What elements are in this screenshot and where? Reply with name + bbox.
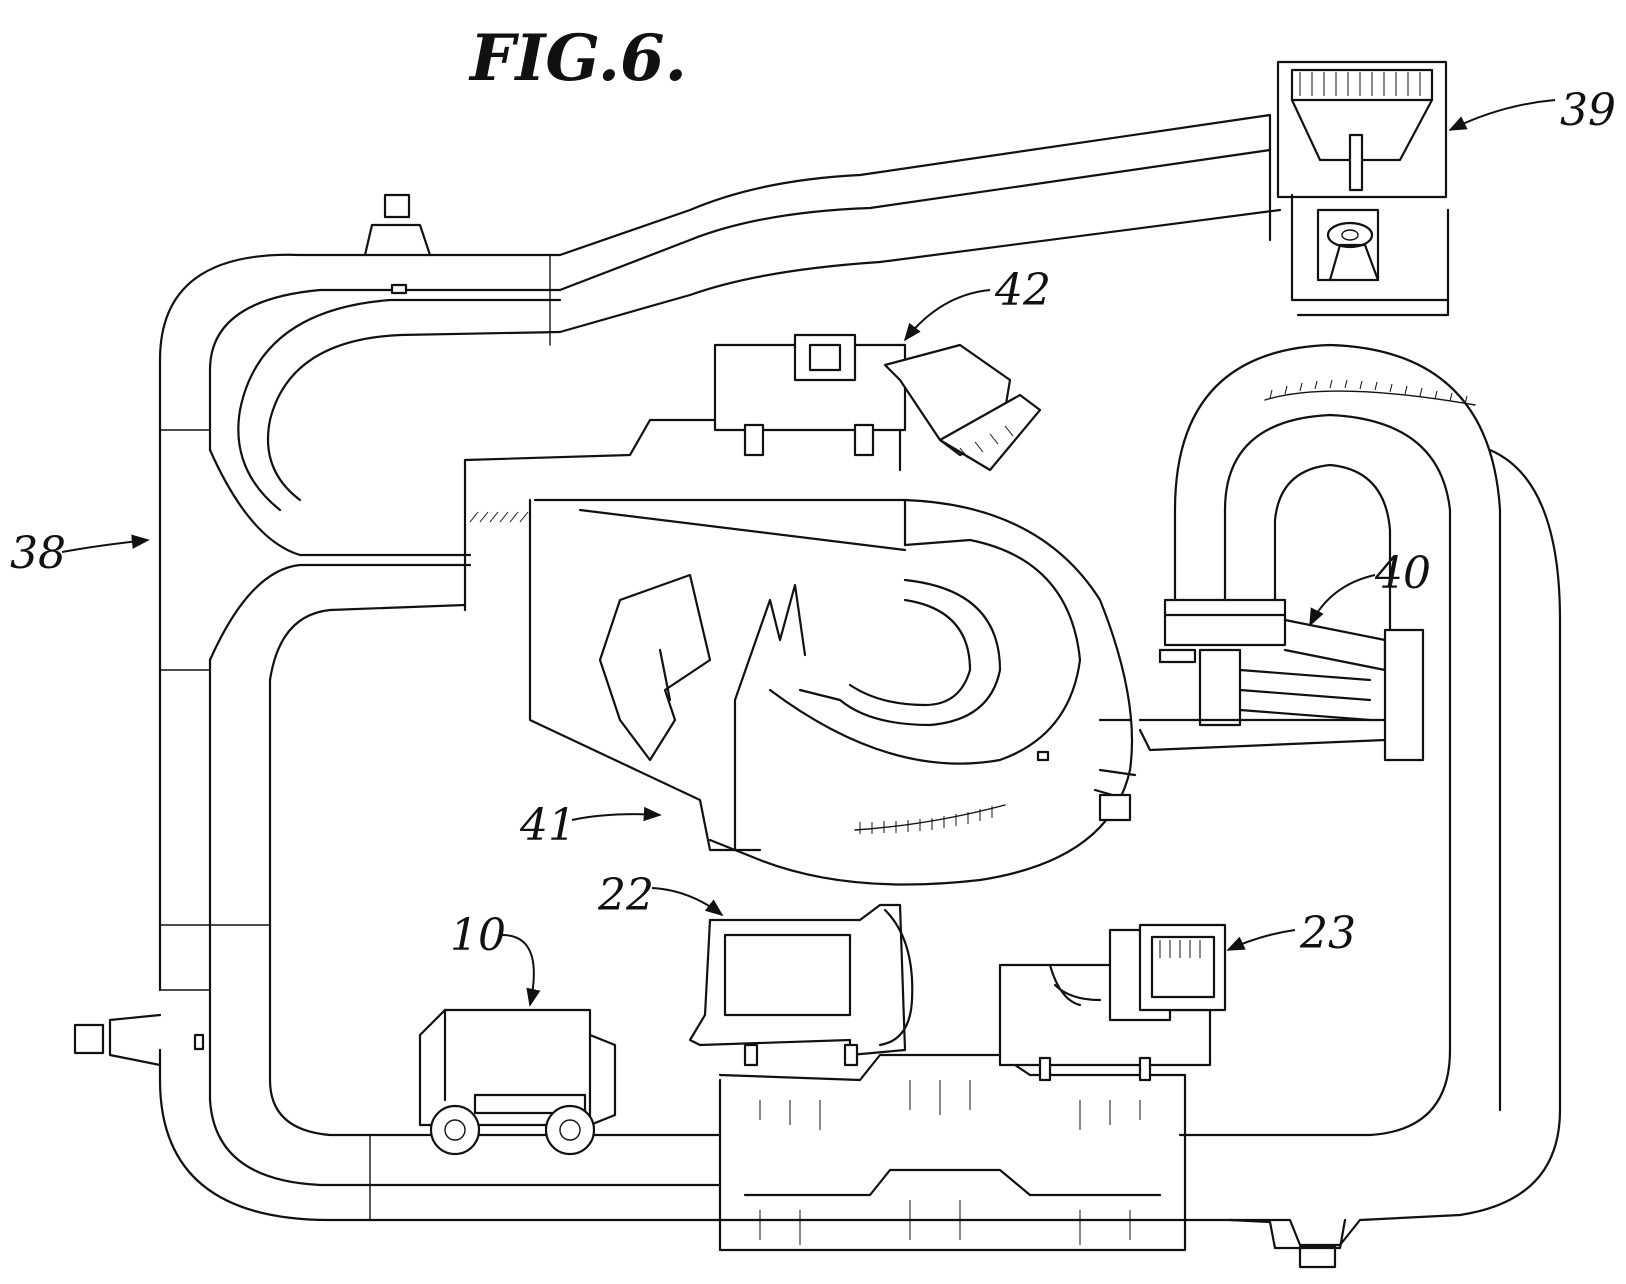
station-40 [1138,598,1425,762]
right-loop-track [1173,343,1502,1137]
ref-label-10: 10 [450,910,506,961]
ref-label-39: 39 [1560,85,1616,136]
ref-label-22: 22 [597,870,654,921]
bottom-platform [718,1053,1187,1252]
ref-41-callout: 41 [519,800,662,851]
ref-label-38: 38 [10,528,66,579]
dump-truck-22 [688,903,914,1067]
figure-title: FIG.6. [468,21,687,96]
ref-38-callout: 38 [10,528,150,579]
ref-40-callout: 40 [1309,548,1431,627]
ref-22-callout: 22 [597,870,724,921]
ref-23-callout: 23 [1226,908,1356,959]
loader-23 [998,923,1227,1082]
ref-label-23: 23 [1299,908,1356,959]
track-38 [73,113,1562,1269]
ref-label-41: 41 [519,800,576,851]
ref-39-callout: 39 [1448,85,1616,136]
spiral-ramp-41 [463,418,1137,886]
ref-42-callout: 42 [903,265,1051,342]
ref-label-40: 40 [1374,548,1431,599]
ref-10-callout: 10 [450,910,541,1007]
ref-label-42: 42 [994,265,1051,316]
station-39 [1276,60,1450,317]
vehicle-10 [418,1008,617,1156]
crane-42 [713,333,1042,472]
